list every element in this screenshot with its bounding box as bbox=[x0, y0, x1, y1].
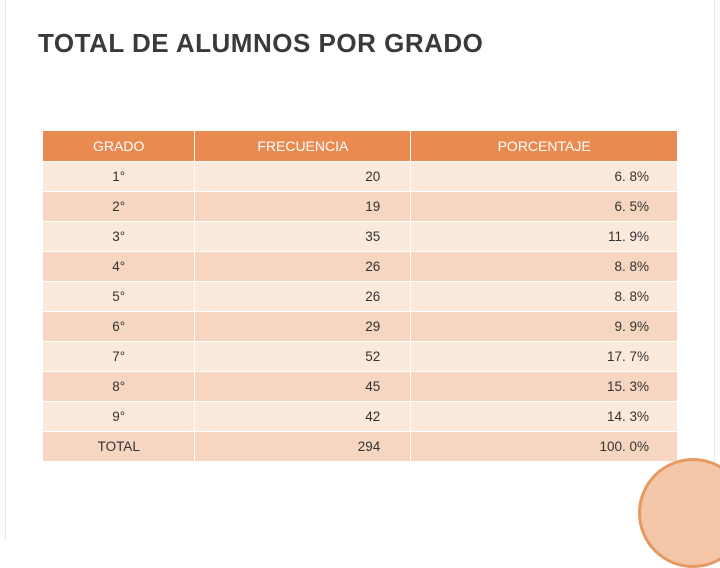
cell-frecuencia: 52 bbox=[195, 342, 411, 372]
cell-frecuencia: 29 bbox=[195, 312, 411, 342]
cell-frecuencia: 45 bbox=[195, 372, 411, 402]
cell-porcentaje: 100. 0% bbox=[411, 432, 678, 462]
table-body: 1° 20 6. 8% 2° 19 6. 5% 3° 35 11. 9% 4° … bbox=[43, 162, 678, 462]
table-row: 1° 20 6. 8% bbox=[43, 162, 678, 192]
cell-grado: 3° bbox=[43, 222, 195, 252]
students-table: GRADO FRECUENCIA PORCENTAJE 1° 20 6. 8% … bbox=[42, 130, 678, 462]
cell-grado: 4° bbox=[43, 252, 195, 282]
frame-right bbox=[714, 0, 720, 540]
cell-porcentaje: 15. 3% bbox=[411, 372, 678, 402]
cell-grado: 5° bbox=[43, 282, 195, 312]
cell-porcentaje: 6. 5% bbox=[411, 192, 678, 222]
cell-porcentaje: 6. 8% bbox=[411, 162, 678, 192]
table-row-total: TOTAL 294 100. 0% bbox=[43, 432, 678, 462]
table-row: 6° 29 9. 9% bbox=[43, 312, 678, 342]
cell-grado: 9° bbox=[43, 402, 195, 432]
table-row: 3° 35 11. 9% bbox=[43, 222, 678, 252]
decorative-circle bbox=[638, 458, 720, 568]
table-header-row: GRADO FRECUENCIA PORCENTAJE bbox=[43, 131, 678, 162]
cell-frecuencia: 19 bbox=[195, 192, 411, 222]
cell-porcentaje: 8. 8% bbox=[411, 252, 678, 282]
cell-grado: 1° bbox=[43, 162, 195, 192]
table-row: 7° 52 17. 7% bbox=[43, 342, 678, 372]
col-header-grado: GRADO bbox=[43, 131, 195, 162]
cell-grado: 6° bbox=[43, 312, 195, 342]
cell-frecuencia: 20 bbox=[195, 162, 411, 192]
cell-grado: 2° bbox=[43, 192, 195, 222]
cell-porcentaje: 11. 9% bbox=[411, 222, 678, 252]
table-row: 9° 42 14. 3% bbox=[43, 402, 678, 432]
col-header-frecuencia: FRECUENCIA bbox=[195, 131, 411, 162]
cell-frecuencia: 42 bbox=[195, 402, 411, 432]
cell-frecuencia: 35 bbox=[195, 222, 411, 252]
cell-porcentaje: 14. 3% bbox=[411, 402, 678, 432]
cell-grado: TOTAL bbox=[43, 432, 195, 462]
cell-grado: 8° bbox=[43, 372, 195, 402]
page-title: TOTAL DE ALUMNOS POR GRADO bbox=[38, 28, 483, 59]
table-row: 5° 26 8. 8% bbox=[43, 282, 678, 312]
cell-porcentaje: 8. 8% bbox=[411, 282, 678, 312]
table-row: 4° 26 8. 8% bbox=[43, 252, 678, 282]
frame-left bbox=[0, 0, 6, 540]
cell-frecuencia: 26 bbox=[195, 252, 411, 282]
table-row: 8° 45 15. 3% bbox=[43, 372, 678, 402]
cell-porcentaje: 17. 7% bbox=[411, 342, 678, 372]
cell-frecuencia: 294 bbox=[195, 432, 411, 462]
cell-grado: 7° bbox=[43, 342, 195, 372]
cell-porcentaje: 9. 9% bbox=[411, 312, 678, 342]
table-row: 2° 19 6. 5% bbox=[43, 192, 678, 222]
cell-frecuencia: 26 bbox=[195, 282, 411, 312]
students-table-wrap: GRADO FRECUENCIA PORCENTAJE 1° 20 6. 8% … bbox=[42, 130, 678, 462]
col-header-porcentaje: PORCENTAJE bbox=[411, 131, 678, 162]
